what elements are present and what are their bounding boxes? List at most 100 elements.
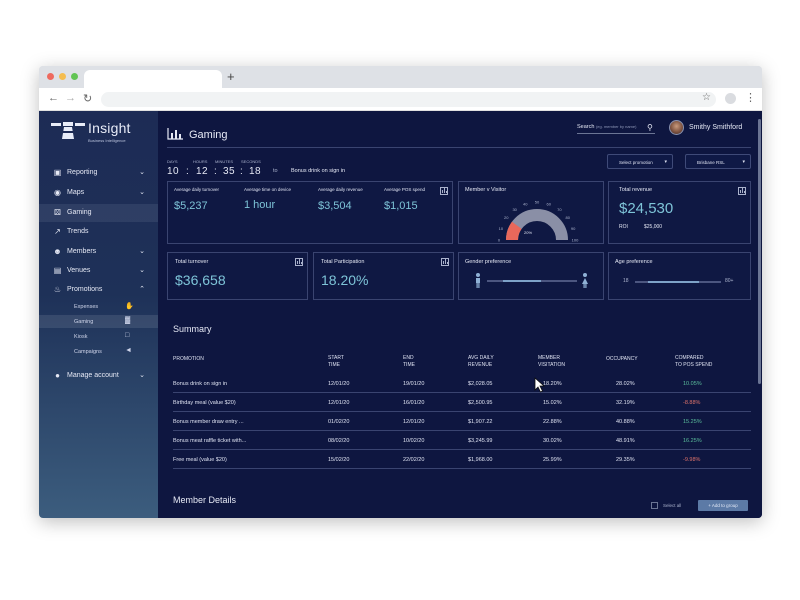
minimize-window-button[interactable]	[59, 73, 66, 80]
sidebar-item-maps[interactable]: ◉ Maps ⌄	[39, 184, 158, 202]
chart-icon[interactable]	[738, 187, 746, 195]
dice-icon: ⚄	[54, 208, 61, 217]
lighthouse-logo-icon	[51, 122, 85, 139]
table-row[interactable]: Birthday meal (value $20) 12/01/20 16/01/2…	[173, 393, 751, 412]
user-name[interactable]: Smithy Smithford	[689, 124, 743, 131]
venue-select-value: Brisbane RSL	[697, 160, 725, 165]
sidebar-subitem-expenses[interactable]: Expenses ✋	[39, 300, 158, 313]
col-header-occupancy[interactable]: OCCUPANCY	[606, 356, 638, 362]
gender-preference-card: Gender preference	[458, 252, 604, 300]
avg-turnover-label: Average daily turnover	[174, 187, 219, 192]
select-all-checkbox[interactable]	[651, 502, 658, 509]
sidebar-item-label: Maps	[67, 189, 85, 196]
promotion-select[interactable]: Select promotion ▾	[607, 154, 673, 169]
sidebar-item-manage-account[interactable]: ● Manage account ⌄	[39, 367, 158, 385]
sidebar-item-venues[interactable]: ▤ Venues ⌄	[39, 262, 158, 280]
cell-visitation: 18.20%	[543, 381, 562, 387]
age-min-label: 18	[623, 278, 629, 284]
col-header-promotion[interactable]: PROMOTION	[173, 356, 204, 362]
monitor-icon: □	[125, 332, 130, 339]
sidebar-item-trends[interactable]: ↗ Trends	[39, 223, 158, 241]
timer-hours: 12	[196, 166, 209, 177]
total-revenue-label: Total revenue	[619, 187, 653, 193]
gauge-value-label: 20%	[524, 230, 533, 235]
cell-occupancy: 40.88%	[616, 419, 635, 425]
age-preference-label: Age preference	[615, 259, 653, 265]
cell-visitation: 15.02%	[543, 400, 562, 406]
avatar[interactable]	[669, 120, 684, 135]
sidebar-subitem-campaigns[interactable]: Campaigns ◄	[39, 345, 158, 358]
close-window-button[interactable]	[47, 73, 54, 80]
sidebar-item-reporting[interactable]: ▣ Reporting ⌄	[39, 164, 158, 182]
sidebar-subitem-gaming[interactable]: Gaming ▓	[39, 315, 158, 328]
cell-compared: 16.25%	[683, 438, 702, 444]
search-input[interactable]: Search (eg. member by name)	[577, 124, 636, 130]
col-header-visitation[interactable]: MEMBER VISITATION	[538, 355, 566, 368]
cell-start: 15/02/20	[328, 457, 350, 463]
timer-hours-label: HOURS	[193, 159, 208, 164]
member-visitor-label: Member v Visitor	[465, 187, 507, 193]
table-row[interactable]: Bonus drink on sign in 12/01/20 19/01/20 $2…	[173, 374, 751, 393]
cell-promotion: Birthday meal (value $20)	[173, 400, 236, 406]
browser-window: + ← → ↻ ☆ ⋮ Insight Business Intelligenc…	[39, 66, 762, 518]
age-slider-fill[interactable]	[647, 281, 700, 283]
address-bar[interactable]	[101, 92, 716, 107]
logo[interactable]: Insight Business Intelligence	[51, 119, 141, 147]
megaphone-icon: ◄	[125, 347, 132, 354]
sidebar-item-members[interactable]: ☻ Members ⌄	[39, 243, 158, 261]
search-icon[interactable]: ⚲	[647, 123, 653, 132]
browser-toolbar: ← → ↻ ☆ ⋮	[39, 88, 762, 111]
building-icon: ▤	[53, 266, 62, 275]
add-to-group-button[interactable]: + Add to group	[698, 500, 748, 511]
forward-arrow-icon[interactable]: →	[65, 92, 76, 104]
col-header-revenue[interactable]: AVG DAILY REVENUE	[468, 355, 494, 368]
table-row[interactable]: Free meal (value $20) 15/02/20 22/02/20 $1,…	[173, 450, 751, 469]
chevron-down-icon: ⌄	[139, 169, 145, 176]
cell-compared: 15.25%	[683, 419, 702, 425]
timer-sep: :	[214, 166, 218, 177]
bookmark-star-icon[interactable]: ☆	[702, 92, 711, 103]
scrollbar-thumb[interactable]	[758, 119, 761, 384]
back-arrow-icon[interactable]: ←	[48, 92, 59, 104]
browser-tab[interactable]	[84, 70, 222, 88]
browser-menu-icon[interactable]: ⋮	[745, 92, 756, 104]
cell-start: 12/01/20	[328, 400, 350, 406]
browser-tabbar: +	[39, 66, 762, 88]
search-underline	[577, 133, 655, 134]
chart-icon[interactable]	[295, 258, 303, 266]
cell-promotion: Bonus member draw entry ...	[173, 419, 244, 425]
col-header-start[interactable]: START TIME	[328, 355, 344, 368]
sidebar-subitem-label: Expenses	[74, 304, 99, 310]
chevron-down-icon: ⌄	[139, 267, 145, 274]
reload-icon[interactable]: ↻	[83, 93, 93, 105]
total-participation-value: 18.20%	[321, 272, 369, 288]
cell-revenue: $2,028.05	[468, 381, 493, 387]
sidebar-item-label: Reporting	[67, 169, 98, 176]
gauge-tick-label: 30	[512, 207, 517, 212]
select-all-label: Select all	[663, 503, 682, 508]
profile-icon[interactable]	[725, 93, 736, 104]
gender-slider-fill[interactable]	[503, 280, 541, 282]
briefcase-icon: ▣	[53, 168, 62, 177]
flame-icon: ♨	[53, 285, 62, 294]
sidebar-item-gaming[interactable]: ⚄ Gaming	[39, 204, 158, 222]
chart-icon[interactable]	[440, 187, 448, 195]
sidebar-subitem-kiosk[interactable]: Kiosk □	[39, 330, 158, 343]
table-row[interactable]: Bonus meat raffle ticket with... 08/02/20…	[173, 431, 751, 450]
chevron-up-icon: ⌃	[139, 286, 145, 293]
avg-pos-value: $1,015	[384, 200, 418, 212]
chevron-down-icon: ▾	[742, 159, 745, 165]
new-tab-button[interactable]: +	[227, 69, 235, 84]
col-header-compared[interactable]: COMPARED TO POS SPEND	[675, 355, 713, 368]
maximize-window-button[interactable]	[71, 73, 78, 80]
scrollbar[interactable]	[757, 111, 762, 518]
venue-select[interactable]: Brisbane RSL ▾	[685, 154, 751, 169]
table-row[interactable]: Bonus member draw entry ... 01/02/20 12/01…	[173, 412, 751, 431]
timer-sep: :	[240, 166, 244, 177]
cell-start: 08/02/20	[328, 438, 350, 444]
sidebar-item-promotions[interactable]: ♨ Promotions ⌃	[39, 281, 158, 299]
col-header-end[interactable]: END TIME	[403, 355, 415, 368]
chart-icon[interactable]	[441, 258, 449, 266]
search-placeholder: (eg. member by name)	[595, 124, 637, 129]
total-turnover-value: $36,658	[175, 272, 226, 288]
